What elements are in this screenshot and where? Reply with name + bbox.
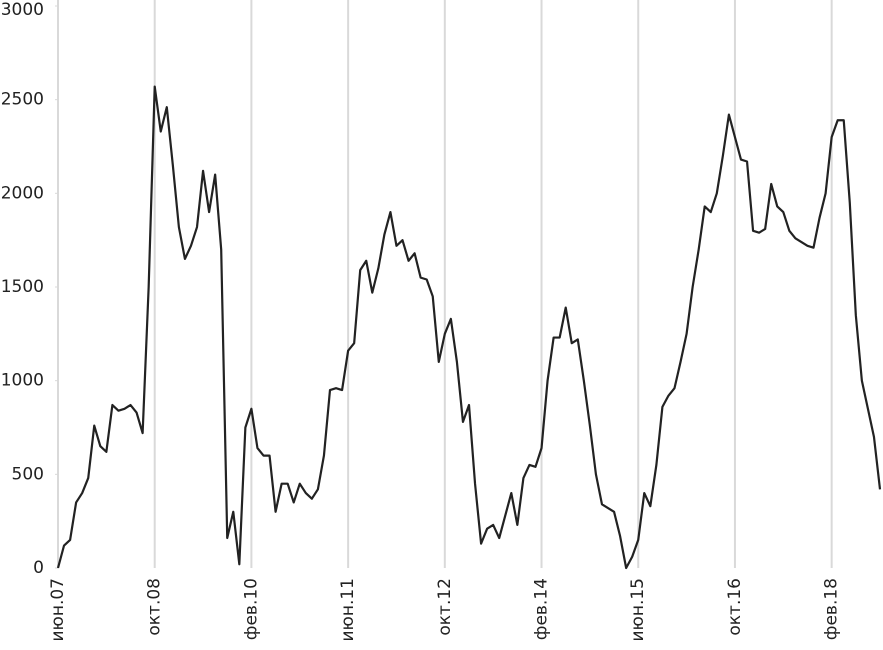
x-tick-label: окт.12 [435, 578, 455, 636]
x-tick-label: фев.14 [532, 578, 552, 640]
y-tick-label: 2500 [1, 90, 44, 110]
y-tick-label: 500 [12, 464, 44, 484]
x-tick-label: фев.18 [822, 578, 842, 640]
x-tick-label: июн.07 [48, 578, 68, 642]
y-tick-label: 0 [33, 558, 44, 578]
y-tick-label: 1000 [1, 371, 44, 391]
x-tick-label: июн.15 [628, 578, 648, 642]
x-tick-label: окт.16 [725, 578, 745, 636]
y-tick-label: 3000 [1, 0, 44, 20]
x-tick-label: фев.10 [241, 578, 261, 640]
data-line [56, 85, 882, 570]
y-tick-label: 2000 [1, 183, 44, 203]
x-tick-label: окт.08 [145, 578, 165, 636]
y-tick-label: 1500 [1, 277, 44, 297]
x-tick-label: июн.11 [338, 578, 358, 642]
